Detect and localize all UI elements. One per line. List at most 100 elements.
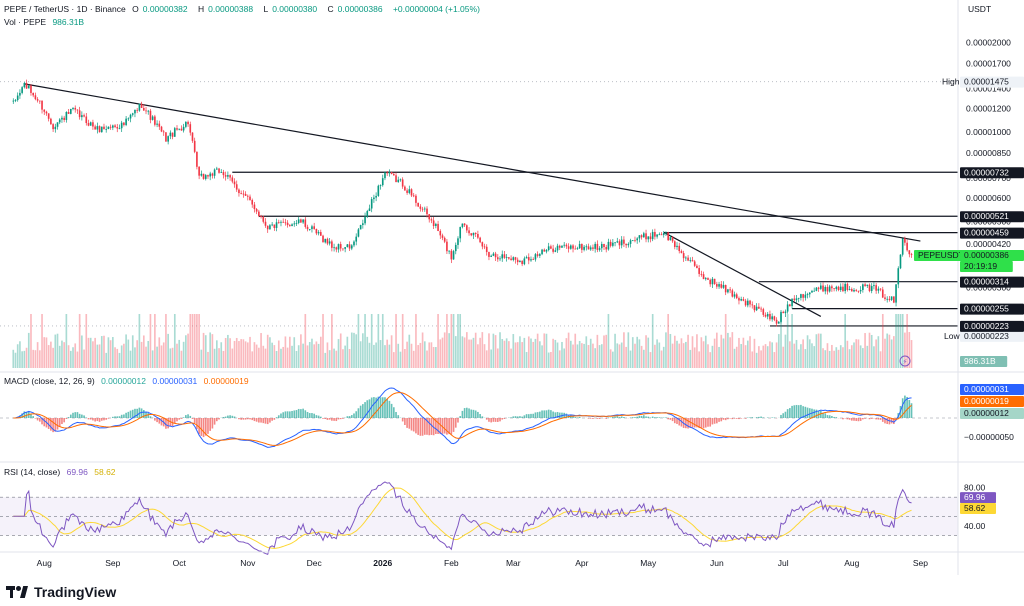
macd-hist-bar bbox=[755, 417, 758, 418]
macd-hist-bar bbox=[34, 418, 37, 419]
macd-hist-bar bbox=[696, 418, 698, 428]
volume-bar bbox=[605, 334, 608, 368]
volume-bar bbox=[52, 347, 54, 368]
candle-body bbox=[34, 95, 37, 100]
candle-body bbox=[649, 236, 652, 240]
candle-body bbox=[185, 121, 187, 127]
macd-hist-bar bbox=[780, 414, 782, 418]
volume-bar bbox=[833, 350, 835, 368]
candle-body bbox=[412, 195, 415, 197]
candle-body bbox=[154, 116, 156, 125]
macd-hist-bar bbox=[209, 418, 212, 431]
macd-hist-bar bbox=[313, 413, 315, 418]
candle-body bbox=[640, 235, 643, 238]
volume-bar bbox=[735, 346, 738, 368]
macd-hist-bar bbox=[738, 418, 740, 420]
macd-hist-bar bbox=[74, 412, 77, 418]
macd-hist-bar bbox=[207, 418, 209, 434]
candle-body bbox=[864, 284, 866, 286]
candle-body bbox=[404, 186, 406, 191]
candle-body bbox=[505, 257, 508, 258]
macd-hist-bar bbox=[565, 413, 568, 418]
candle-body bbox=[766, 313, 769, 317]
macd-hist-bar bbox=[658, 417, 661, 418]
macd-hist-bar bbox=[457, 418, 459, 423]
tradingview-logo[interactable]: TradingView bbox=[6, 584, 116, 600]
volume-bar bbox=[61, 340, 63, 368]
symbol-title: PEPE / TetherUS · 1D · Binance bbox=[4, 4, 126, 14]
macd-hist-bar bbox=[707, 418, 709, 427]
volume-bar bbox=[594, 348, 596, 368]
macd-hist-bar bbox=[556, 412, 559, 418]
macd-hist-bar bbox=[242, 418, 245, 420]
volume-bar bbox=[592, 343, 594, 368]
volume-bar bbox=[463, 337, 466, 368]
macd-hist-bar bbox=[850, 418, 853, 421]
macd-hist-bar bbox=[415, 418, 417, 434]
macd-hist-bar bbox=[233, 416, 236, 418]
candle-body bbox=[158, 123, 161, 127]
macd-hist-bar bbox=[171, 418, 174, 427]
volume-bar bbox=[74, 343, 77, 368]
candle-body bbox=[740, 299, 743, 301]
volume-bar bbox=[746, 340, 749, 368]
candle-body bbox=[118, 128, 121, 130]
volume-bar bbox=[742, 337, 745, 368]
volume-bar bbox=[866, 345, 869, 368]
macd-hist-bar bbox=[857, 418, 860, 422]
axis-layer: USDT0.000020000.000017000.000014000.0000… bbox=[0, 0, 1024, 575]
volume-bar bbox=[691, 336, 694, 368]
volume-bar bbox=[240, 339, 242, 368]
rsi-axis-ma: 58.62 bbox=[964, 503, 986, 513]
candle-body bbox=[364, 216, 366, 224]
candle-body bbox=[249, 196, 251, 201]
macd-hist-bar bbox=[36, 418, 39, 421]
volume-bar bbox=[589, 338, 592, 368]
high-value: 0.00001475 bbox=[964, 77, 1009, 87]
macd-hist-bar bbox=[587, 418, 590, 419]
candle-body bbox=[251, 200, 254, 205]
volume-bar bbox=[92, 341, 94, 368]
macd-hist-bar bbox=[319, 416, 322, 418]
candle-body bbox=[605, 247, 608, 250]
volume-bar bbox=[359, 341, 362, 368]
candle-body bbox=[235, 184, 238, 190]
candle-body bbox=[848, 289, 851, 290]
candle-body bbox=[107, 126, 110, 129]
candle-body bbox=[100, 126, 103, 133]
candle-body bbox=[760, 308, 762, 310]
candle-body bbox=[636, 238, 639, 241]
macd-hist-bar bbox=[359, 405, 362, 418]
candle-body bbox=[762, 309, 765, 315]
volume-bar bbox=[525, 352, 528, 368]
time-tick-1: Sep bbox=[105, 558, 120, 568]
macd-hist-bar bbox=[430, 418, 433, 435]
time-tick-9: May bbox=[640, 558, 657, 568]
candle-body bbox=[328, 241, 331, 244]
candle-body bbox=[800, 294, 802, 298]
high-label: High bbox=[942, 77, 960, 87]
candle-body bbox=[627, 243, 630, 246]
volume-bar bbox=[151, 350, 154, 368]
low-label: Low bbox=[944, 331, 960, 341]
volume-bar bbox=[519, 336, 521, 368]
volume-bar bbox=[428, 342, 431, 368]
candle-body bbox=[240, 193, 242, 194]
volume-bar bbox=[207, 351, 209, 368]
candle-body bbox=[21, 87, 23, 93]
macd-hist-bar bbox=[364, 402, 366, 418]
price-axis-currency: USDT bbox=[968, 4, 991, 14]
macd-hist-bar bbox=[63, 418, 65, 423]
candle-body bbox=[886, 298, 889, 300]
time-tick-8: Apr bbox=[575, 558, 588, 568]
candle-body bbox=[879, 288, 882, 290]
candle-body bbox=[574, 248, 577, 250]
volume-bar bbox=[474, 332, 477, 368]
volume-bar bbox=[658, 342, 661, 368]
volume-bar bbox=[213, 348, 216, 368]
macd-hist-bar bbox=[700, 418, 703, 428]
macd-hist-bar bbox=[275, 417, 278, 418]
macd-hist-bar bbox=[605, 418, 608, 419]
volume-bar bbox=[718, 346, 720, 368]
volume-bar bbox=[98, 344, 101, 368]
